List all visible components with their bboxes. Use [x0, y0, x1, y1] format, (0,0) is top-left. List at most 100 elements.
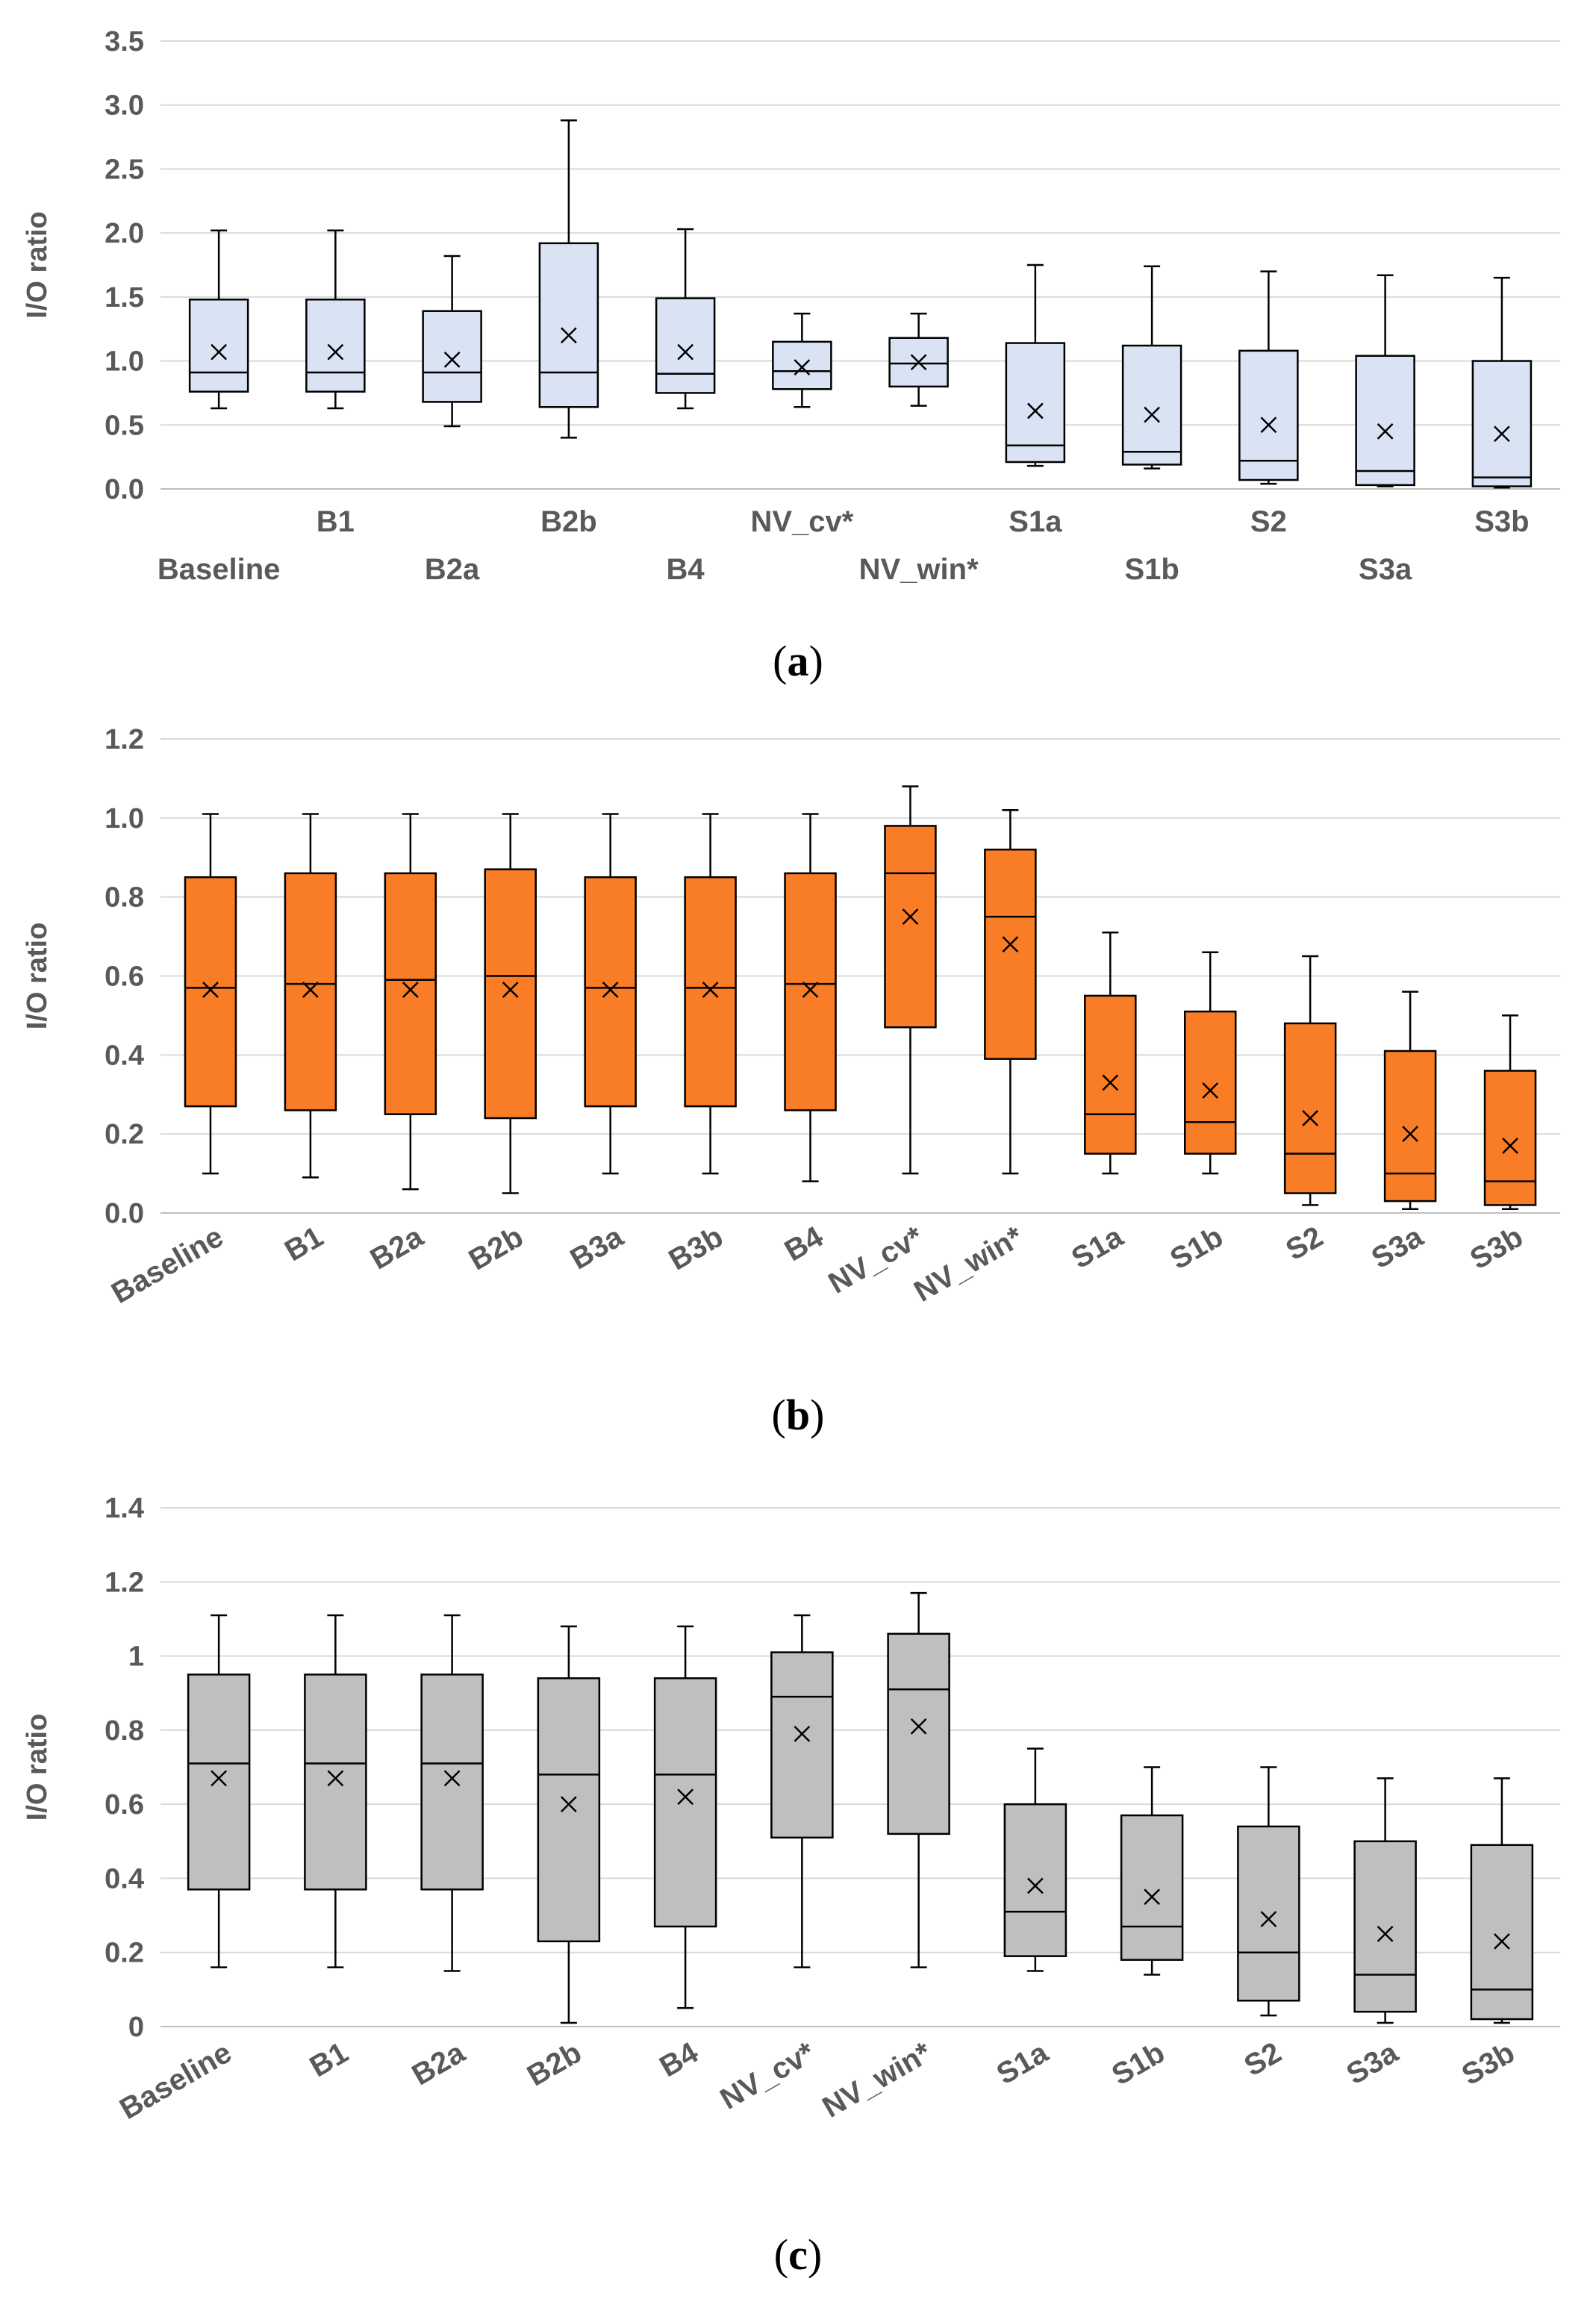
chart-b-y-tick-label: 1.0 [105, 803, 144, 835]
chart-a-y-tick-label: 3.5 [105, 26, 144, 57]
chart-c-mean-marker [1493, 1933, 1510, 1950]
chart-a-mean-marker [1260, 417, 1277, 434]
chart-c-x-tick-label: Baseline [114, 2036, 237, 2126]
chart-b-mean-marker [602, 982, 619, 998]
chart-panel-a: 0.0 0.5 1.0 1.5 2.0 2.5 3.0 3.5 I/O ratio Baselin… [22, 26, 1560, 685]
chart-c-box [1470, 1844, 1534, 2021]
chart-a-box [422, 310, 482, 403]
chart-c-box [304, 1674, 367, 1891]
chart-b-y-tick-label: 1.2 [105, 724, 144, 755]
chart-b-box [884, 825, 937, 1029]
chart-c-y-tick-label: 0.6 [105, 1789, 144, 1821]
chart-a-mean-marker [1377, 422, 1394, 440]
chart-b-box [484, 868, 537, 1120]
chart-a-x-tick-label: S1b [1124, 553, 1179, 586]
chart-c-box [653, 1677, 717, 1928]
chart-b-box [1383, 1049, 1437, 1203]
chart-c-x-tick-label: B4 [654, 2036, 704, 2083]
chart-c-mean-marker [560, 1796, 577, 1813]
chart-c-box [187, 1674, 251, 1891]
chart-c-y-tick-label: 1.4 [105, 1493, 144, 1524]
chart-b-mean-marker [202, 982, 219, 998]
chart-b-y-tick-label: 0.8 [105, 882, 144, 914]
chart-c-x-tick-label: S1b [1106, 2036, 1170, 2092]
chart-a-box [655, 297, 716, 394]
chart-b-mean-marker [702, 982, 719, 998]
chart-b-x-tick-label: B2b [464, 1220, 529, 1277]
chart-c-box [420, 1674, 484, 1891]
chart-a-mean-marker [910, 354, 927, 371]
chart-a-y-axis-title: I/O ratio [22, 211, 53, 319]
chart-b-y-tick-label: 0.4 [105, 1040, 144, 1071]
chart-c-x-tick-label: B1 [305, 2036, 354, 2084]
chart-a-x-tick-label: NV_cv* [750, 505, 853, 538]
chart-a-x-tick-label: S1a [1009, 505, 1062, 538]
chart-b-x-tick-label: S3a [1366, 1220, 1429, 1275]
chart-panel-c: 0 0.2 0.4 0.6 0.8 1 1.2 1.4 I/O ratio Baseline B1 B… [22, 1493, 1560, 2279]
chart-b-y-axis-title: I/O ratio [22, 923, 53, 1030]
chart-b-x-tick-label: S3b [1465, 1220, 1529, 1276]
chart-b-x-tick-label: S1b [1165, 1220, 1229, 1276]
chart-a-box [305, 299, 366, 393]
chart-b-mean-marker [302, 982, 319, 998]
chart-c-box [1120, 1814, 1184, 1961]
chart-b-box [384, 872, 437, 1115]
chart-b-box [1283, 1022, 1337, 1194]
chart-a-x-tick-label: S3a [1359, 553, 1412, 586]
chart-a-mean-marker [1144, 406, 1161, 423]
chart-b-y-tick-label: 0.2 [105, 1119, 144, 1150]
chart-a-box [188, 299, 249, 393]
chart-c-y-tick-label: 1 [128, 1641, 144, 1673]
chart-a-y-tick-label: 0.5 [105, 410, 144, 441]
chart-c-panel-label: (c) [774, 2230, 822, 2279]
chart-a-x-tick-label: B1 [317, 505, 355, 538]
chart-c-x-tick-label: S2 [1238, 2036, 1286, 2083]
chart-c-box [1237, 1825, 1300, 2002]
chart-b-x-tick-label: B4 [779, 1220, 829, 1267]
chart-a-x-tick-label: S3b [1474, 505, 1529, 538]
chart-a-y-tick-label: 2.0 [105, 218, 144, 249]
chart-c-y-tick-label: 0.2 [105, 1938, 144, 1969]
chart-b-panel-label: (b) [772, 1391, 825, 1439]
chart-b-box [1084, 994, 1137, 1155]
chart-b-mean-marker [802, 982, 819, 998]
chart-b-mean-marker [1102, 1074, 1119, 1091]
chart-c-box [1353, 1840, 1417, 2013]
chart-a-y-tick-label: 0.0 [105, 474, 144, 505]
chart-b-box [284, 872, 337, 1111]
chart-b-box [984, 848, 1037, 1060]
chart-c-mean-marker [910, 1718, 927, 1735]
chart-a-x-tick-label: Baseline [158, 553, 281, 586]
chart-b-x-tick-label: B3a [565, 1220, 629, 1276]
chart-c-mean-marker [1260, 1911, 1277, 1927]
chart-b-box [1483, 1070, 1537, 1206]
chart-c-y-axis-title: I/O ratio [22, 1714, 53, 1821]
chart-b-x-tick-label: NV_win* [908, 1220, 1029, 1308]
chart-a-mean-marker [1026, 402, 1044, 419]
chart-a-y-tick-label: 1.5 [105, 282, 144, 314]
chart-panel-b: 0.0 0.2 0.4 0.6 0.8 1.0 1.2 I/O ratio Baseline B1… [22, 724, 1560, 1439]
chart-c-box [1003, 1803, 1067, 1957]
chart-b-box [184, 876, 237, 1108]
chart-b-x-tick-label: B3b [664, 1220, 729, 1277]
chart-b-mean-marker [402, 982, 419, 998]
chart-b-box [584, 876, 637, 1108]
chart-a-mean-marker [1493, 425, 1510, 443]
chart-b-y-tick-label: 0.0 [105, 1198, 144, 1229]
chart-b-mean-marker [902, 908, 919, 926]
chart-c-x-tick-label: S1a [991, 2036, 1054, 2091]
chart-b-box [784, 872, 837, 1111]
chart-c-mean-marker [1026, 1877, 1044, 1894]
chart-a-mean-marker [794, 359, 811, 376]
chart-c-box [770, 1651, 834, 1839]
chart-c-y-tick-label: 0.4 [105, 1863, 144, 1894]
chart-c-x-tick-label: B2b [522, 2036, 587, 2093]
chart-a-box [772, 340, 832, 390]
chart-a-mean-marker [327, 343, 344, 361]
chart-b-mean-marker [1002, 936, 1019, 953]
chart-b-mean-marker [1202, 1082, 1219, 1099]
chart-a-x-tick-label: B4 [667, 553, 705, 586]
chart-c-x-tick-label: S3a [1341, 2036, 1403, 2091]
chart-c-mean-marker [211, 1770, 228, 1787]
chart-c-y-tick-label: 0.8 [105, 1715, 144, 1747]
